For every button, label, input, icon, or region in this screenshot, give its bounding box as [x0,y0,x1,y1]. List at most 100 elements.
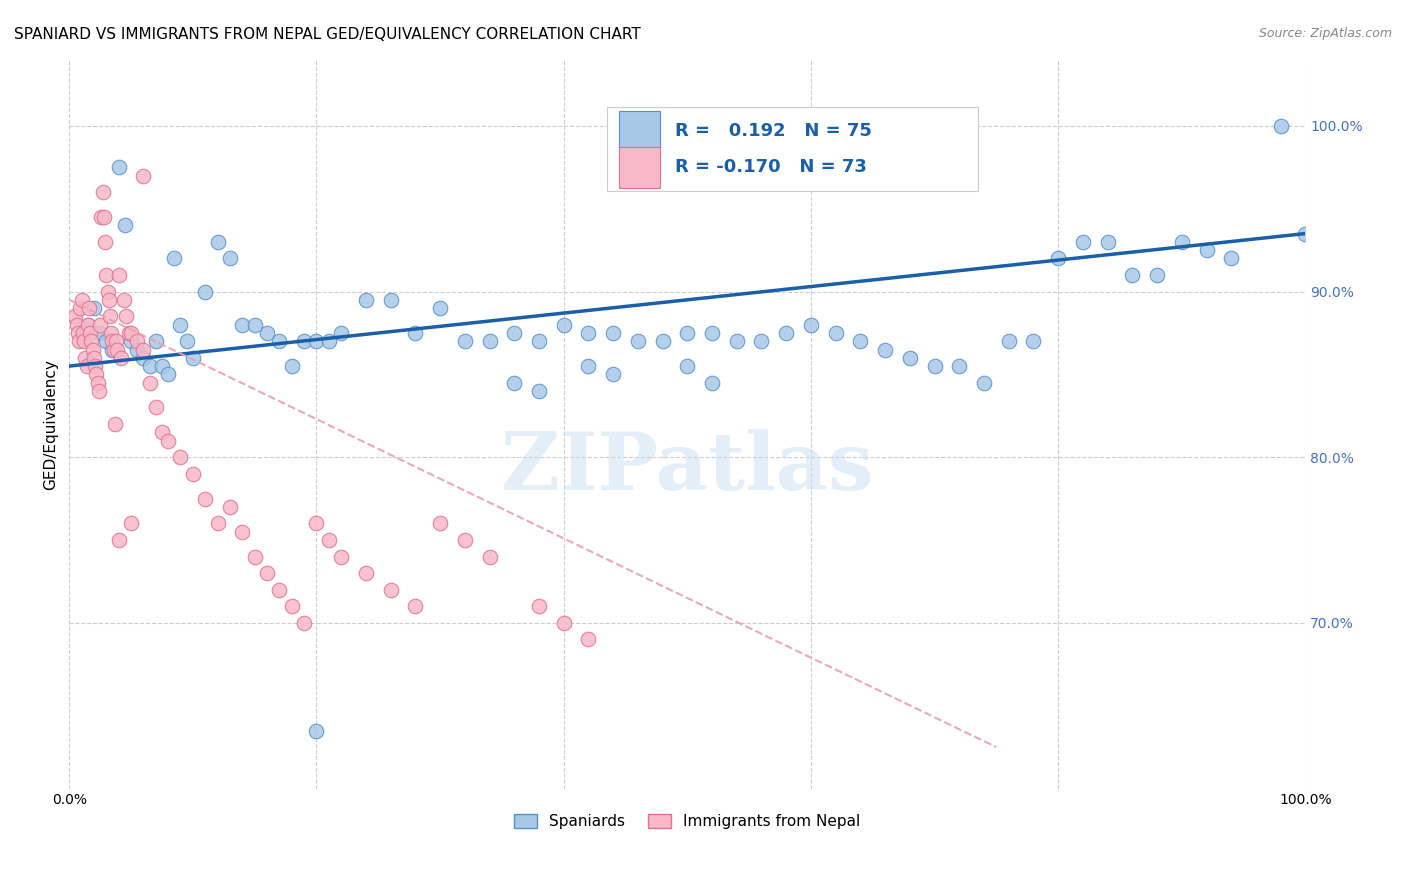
Point [354,566,377,581]
Y-axis label: GED/Equivalency: GED/Equivalency [44,359,58,490]
Point [76,318,98,332]
Point [163,252,186,266]
Point [105,334,128,349]
Point [1195,243,1218,257]
Point [578,326,600,340]
Point [1270,119,1292,133]
Point [96,268,118,282]
Point [176,334,198,349]
Point [181,467,204,481]
Point [132,351,155,365]
Point [380,293,402,307]
Point [117,326,139,340]
Point [69,301,91,315]
Point [107,161,129,175]
FancyBboxPatch shape [619,111,659,151]
Point [219,500,242,514]
Point [454,533,477,547]
Point [76,318,98,332]
Text: Source: ZipAtlas.com: Source: ZipAtlas.com [1258,27,1392,40]
Point [98,310,121,324]
Point [404,326,426,340]
Point [219,252,242,266]
Point [478,334,501,349]
Text: SPANIARD VS IMMIGRANTS FROM NEPAL GED/EQUIVALENCY CORRELATION CHART: SPANIARD VS IMMIGRANTS FROM NEPAL GED/EQ… [14,27,641,42]
Point [114,219,136,233]
Point [269,582,291,597]
Point [194,285,217,299]
Point [1047,252,1070,266]
Point [66,326,89,340]
Point [84,359,107,373]
Point [72,326,94,340]
Point [79,326,101,340]
Point [75,351,97,365]
Point [91,185,114,199]
Point [318,334,340,349]
Point [194,491,217,506]
Point [73,334,96,349]
Point [107,343,129,357]
Point [775,326,797,340]
Point [553,318,575,332]
Point [120,326,142,340]
Point [824,326,846,340]
Point [527,384,550,398]
Point [65,310,87,324]
Point [207,235,229,249]
Point [231,524,253,539]
Point [948,359,970,373]
Point [243,549,266,564]
Point [77,301,100,315]
Point [318,533,340,547]
Point [1146,268,1168,282]
Point [1220,252,1243,266]
Point [1121,268,1143,282]
Point [127,334,149,349]
Point [849,334,872,349]
Point [280,599,302,614]
Point [127,343,149,357]
Point [725,334,748,349]
Point [89,326,111,340]
Point [503,326,526,340]
Point [305,334,328,349]
Point [627,334,650,349]
Legend: Spaniards, Immigrants from Nepal: Spaniards, Immigrants from Nepal [508,808,866,836]
Point [120,516,142,531]
Point [87,384,110,398]
Point [115,310,138,324]
Point [280,359,302,373]
Point [138,359,160,373]
Point [70,293,93,307]
Point [93,210,115,224]
Point [94,235,117,249]
Point [101,334,124,349]
Point [82,343,104,357]
Point [305,516,328,531]
Point [354,293,377,307]
Point [602,368,624,382]
Point [243,318,266,332]
Point [751,334,773,349]
Text: R =   0.192   N = 75: R = 0.192 N = 75 [675,122,872,140]
Point [66,318,89,332]
Point [651,334,673,349]
Point [145,334,167,349]
Point [100,326,122,340]
Point [83,301,105,315]
Point [104,417,127,431]
Point [150,425,173,440]
Point [1171,235,1194,249]
Point [256,326,278,340]
Point [676,359,699,373]
Point [169,318,191,332]
Point [875,343,897,357]
Text: ZIPatlas: ZIPatlas [501,429,873,507]
Point [112,293,135,307]
Point [800,318,823,332]
Point [578,359,600,373]
Point [181,351,204,365]
Point [157,434,180,448]
Point [132,343,155,357]
